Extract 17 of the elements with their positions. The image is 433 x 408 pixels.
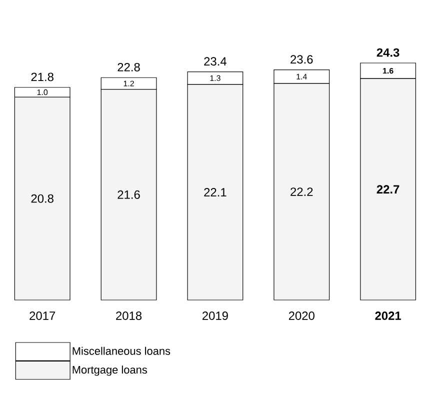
x-tick-label: 2019 [202, 312, 228, 320]
total-label: 23.4 [204, 57, 226, 66]
total-label: 24.3 [376, 48, 400, 57]
data-label: 20.8 [31, 194, 54, 203]
legend-label: Miscellaneous loans [72, 346, 170, 355]
data-label: 22.1 [204, 188, 226, 196]
legend-label: Mortgage loans [72, 366, 147, 376]
x-tick-label: 2017 [30, 312, 56, 320]
data-label: 22.7 [376, 185, 400, 194]
x-tick-label: 2020 [288, 312, 314, 320]
total-label: 22.8 [118, 62, 140, 72]
total-label: 23.6 [290, 55, 313, 64]
total-label: 21.8 [31, 72, 54, 82]
x-tick-label: 2018 [116, 312, 142, 320]
data-label: 22.2 [290, 188, 313, 196]
x-tick-label: 2021 [375, 312, 402, 320]
data-label: 21.6 [118, 190, 140, 199]
